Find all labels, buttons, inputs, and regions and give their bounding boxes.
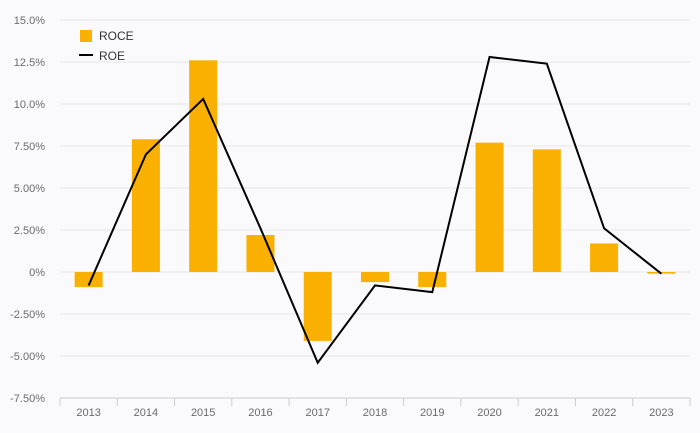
y-tick-label: -7.50% bbox=[10, 393, 45, 405]
y-tick-label: 12.5% bbox=[14, 57, 45, 69]
y-tick-label: -2.50% bbox=[10, 309, 45, 321]
y-tick-label: -5.00% bbox=[10, 351, 45, 363]
bar-roce-2015[interactable] bbox=[189, 60, 218, 272]
bar-roce-2018[interactable] bbox=[361, 272, 389, 283]
roce-bars bbox=[74, 60, 676, 341]
legend-swatch-roce bbox=[80, 30, 92, 42]
x-tick-label: 2017 bbox=[305, 407, 329, 419]
x-tick-label: 2022 bbox=[592, 407, 616, 419]
y-tick-label: 7.50% bbox=[14, 141, 45, 153]
bar-roce-2013[interactable] bbox=[74, 272, 103, 288]
x-tick-label: 2023 bbox=[649, 407, 673, 419]
legend-label-roce[interactable]: ROCE bbox=[99, 29, 134, 43]
y-axis-tick-labels: 15.0% 12.5% 10.0% 7.50% 5.00% 2.50% 0% -2.50% -5… bbox=[10, 15, 45, 405]
y-tick-label: 2.50% bbox=[14, 225, 45, 237]
bar-roce-2021[interactable] bbox=[532, 149, 561, 272]
bar-roce-2014[interactable] bbox=[131, 139, 160, 272]
x-tick-label: 2018 bbox=[363, 407, 387, 419]
bar-roce-2020[interactable] bbox=[475, 142, 504, 272]
roe-line[interactable] bbox=[87, 55, 662, 365]
gridlines bbox=[60, 19, 690, 357]
x-tick-label: 2014 bbox=[134, 407, 158, 419]
x-tick-label: 2019 bbox=[420, 407, 444, 419]
bar-roce-2017[interactable] bbox=[303, 272, 332, 341]
legend[interactable]: ROCE ROE bbox=[79, 29, 134, 63]
x-tick-label: 2016 bbox=[248, 407, 272, 419]
x-tick-label: 2015 bbox=[191, 407, 215, 419]
y-tick-label: 15.0% bbox=[14, 15, 45, 27]
bar-roce-2022[interactable] bbox=[590, 243, 619, 272]
bar-roce-2019[interactable] bbox=[418, 272, 447, 288]
y-tick-label: 5.00% bbox=[14, 183, 45, 195]
x-tick-label: 2021 bbox=[535, 407, 559, 419]
x-axis: 2013 2014 2015 2016 2017 2018 2019 2020 2021 2022… bbox=[59, 397, 691, 419]
x-tick-label: 2013 bbox=[76, 407, 100, 419]
legend-label-roe[interactable]: ROE bbox=[99, 49, 125, 63]
y-tick-label: 10.0% bbox=[14, 99, 45, 111]
y-tick-label: 0% bbox=[29, 267, 45, 279]
bar-roce-2016[interactable] bbox=[246, 235, 275, 272]
x-tick-label: 2020 bbox=[477, 407, 501, 419]
roe-line-group bbox=[87, 55, 662, 365]
